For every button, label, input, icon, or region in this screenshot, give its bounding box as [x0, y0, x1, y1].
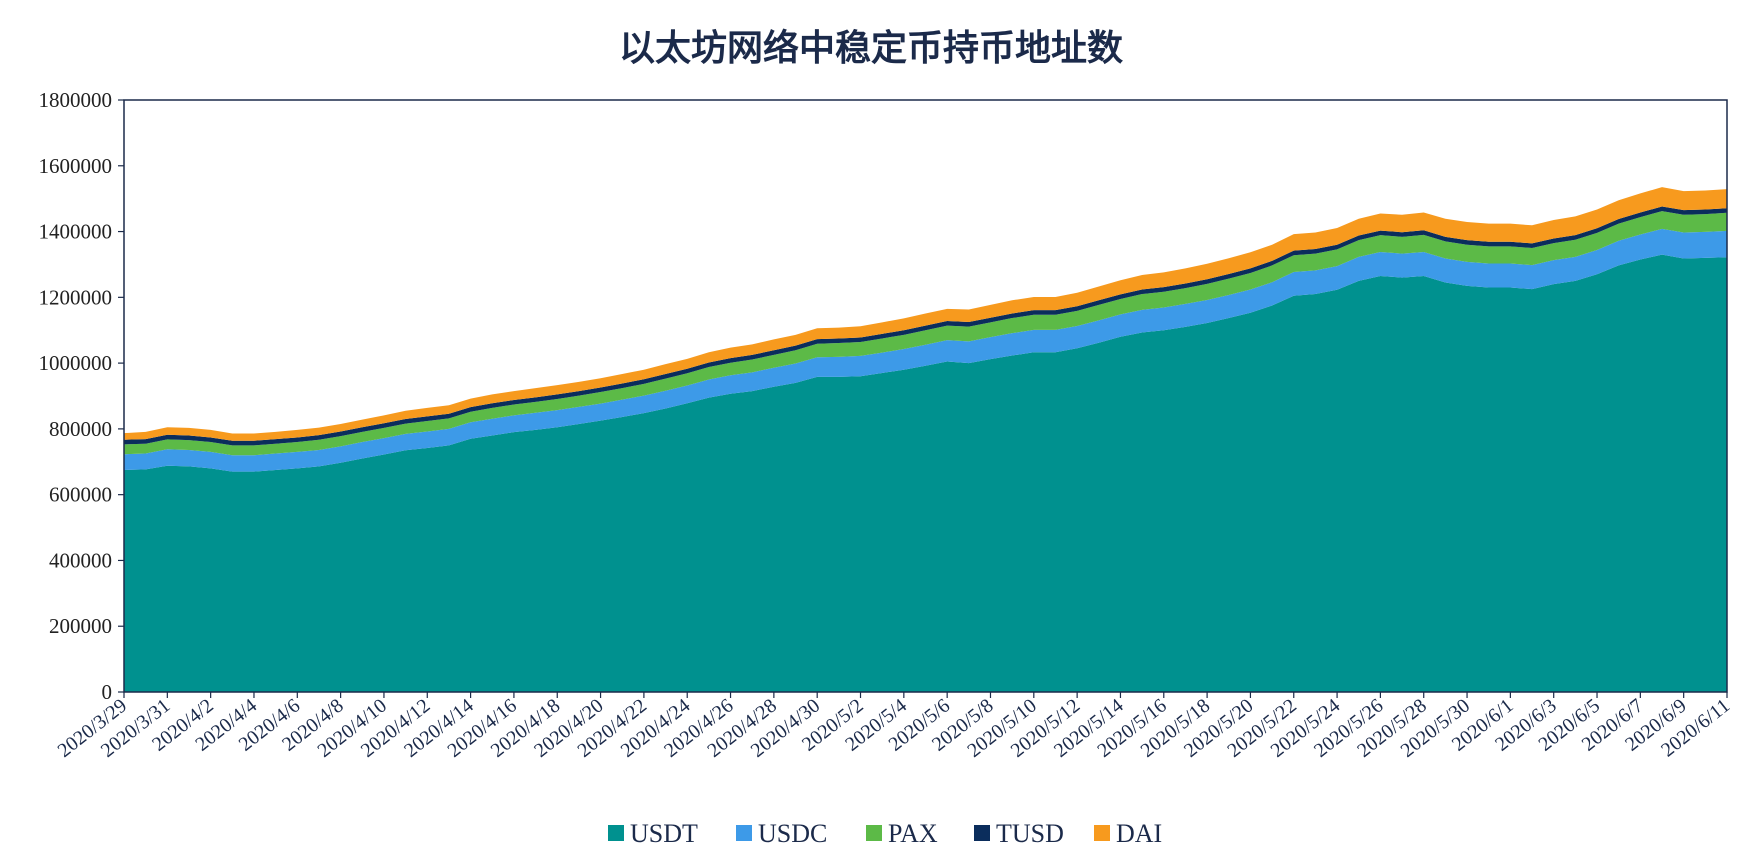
legend-swatch-usdc	[736, 825, 752, 841]
y-tick-label: 1200000	[39, 285, 113, 309]
legend-label-dai: DAI	[1116, 819, 1162, 848]
area-dai	[124, 187, 1727, 441]
plot-frame	[123, 99, 1728, 693]
area-series-group	[124, 187, 1727, 693]
y-tick-label: 0	[102, 680, 113, 704]
legend-label-usdc: USDC	[758, 819, 827, 848]
area-usdc	[124, 228, 1727, 472]
y-tick-label: 1000000	[39, 351, 113, 375]
y-tick-label: 400000	[49, 548, 112, 572]
area-tusd	[124, 206, 1727, 446]
legend-swatch-dai	[1094, 825, 1110, 841]
x-axis: 2020/3/292020/3/312020/4/22020/4/42020/4…	[54, 692, 1734, 762]
y-axis: 0 200000 400000 600000 800000 1000000 1200000 1…	[39, 88, 124, 704]
legend-swatch-pax	[866, 825, 882, 841]
y-tick-label: 600000	[49, 483, 112, 507]
legend-swatch-usdt	[608, 825, 624, 841]
legend: USDT USDC PAX TUSD DAI	[608, 819, 1162, 848]
legend-label-pax: PAX	[888, 819, 938, 848]
y-tick-label: 1600000	[39, 154, 113, 178]
y-tick-label: 800000	[49, 417, 112, 441]
area-usdt	[124, 254, 1727, 693]
legend-label-usdt: USDT	[630, 819, 698, 848]
legend-label-tusd: TUSD	[996, 819, 1064, 848]
chart-title: 以太坊网络中稳定币持币地址数	[619, 27, 1123, 69]
y-tick-label: 200000	[49, 614, 112, 638]
y-tick-label: 1400000	[39, 220, 113, 244]
y-tick-label: 1800000	[39, 88, 113, 112]
legend-swatch-tusd	[974, 825, 990, 841]
area-pax	[124, 211, 1727, 456]
